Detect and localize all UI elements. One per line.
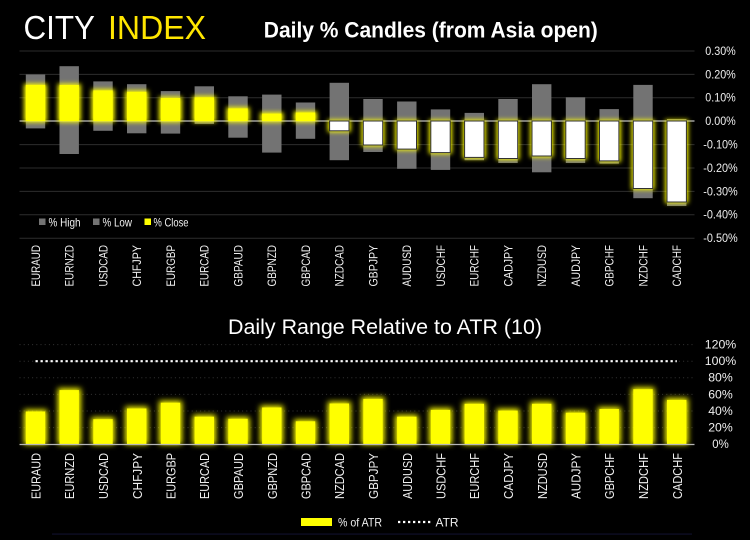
svg-text:120%: 120%	[705, 338, 737, 352]
svg-text:USDCAD: USDCAD	[96, 245, 110, 287]
svg-text:-0.30%: -0.30%	[703, 184, 738, 198]
svg-text:CITY: CITY	[24, 10, 96, 47]
svg-text:Daily % Candles (from Asia ope: Daily % Candles (from Asia open)	[264, 18, 598, 43]
svg-text:-0.50%: -0.50%	[703, 231, 738, 245]
svg-text:NZDCAD: NZDCAD	[332, 453, 347, 499]
svg-text:-0.40%: -0.40%	[703, 208, 738, 222]
svg-text:GBPJPY: GBPJPY	[366, 245, 380, 287]
svg-text:INDEX: INDEX	[108, 10, 206, 47]
svg-text:0.20%: 0.20%	[705, 67, 736, 81]
svg-text:0.30%: 0.30%	[705, 44, 736, 58]
svg-text:-0.20%: -0.20%	[703, 161, 738, 175]
svg-text:80%: 80%	[708, 371, 733, 385]
svg-text:CHFJPY: CHFJPY	[130, 453, 145, 499]
svg-text:GBPAUD: GBPAUD	[231, 245, 245, 287]
svg-text:CHFJPY: CHFJPY	[130, 245, 144, 287]
svg-text:EURAUD: EURAUD	[29, 453, 44, 499]
svg-text:EURAUD: EURAUD	[29, 245, 43, 287]
svg-text:NZDCHF: NZDCHF	[636, 453, 651, 499]
svg-text:AUDJPY: AUDJPY	[569, 453, 584, 499]
svg-text:CADJPY: CADJPY	[501, 245, 515, 287]
svg-text:AUDUSD: AUDUSD	[400, 245, 414, 287]
svg-text:60%: 60%	[708, 387, 733, 401]
svg-text:USDCAD: USDCAD	[96, 453, 111, 499]
svg-text:GBPCHF: GBPCHF	[602, 453, 617, 499]
svg-text:AUDJPY: AUDJPY	[569, 245, 583, 287]
svg-text:EURCAD: EURCAD	[197, 453, 212, 499]
svg-text:GBPJPY: GBPJPY	[366, 453, 381, 499]
svg-text:NZDUSD: NZDUSD	[535, 245, 549, 287]
svg-text:100%: 100%	[705, 354, 737, 368]
svg-text:GBPCAD: GBPCAD	[299, 245, 313, 287]
svg-text:AUDUSD: AUDUSD	[400, 453, 415, 499]
svg-text:EURGBP: EURGBP	[164, 245, 178, 287]
svg-text:USDCHF: USDCHF	[434, 245, 448, 287]
svg-text:GBPCHF: GBPCHF	[603, 245, 617, 287]
svg-text:Daily Range Relative to ATR (1: Daily Range Relative to ATR (10)	[228, 315, 542, 339]
svg-text:NZDCAD: NZDCAD	[333, 245, 347, 287]
svg-text:% Low: % Low	[103, 216, 133, 230]
svg-text:0.10%: 0.10%	[705, 91, 736, 105]
svg-text:EURCHF: EURCHF	[468, 245, 482, 287]
svg-text:GBPNZD: GBPNZD	[265, 245, 279, 287]
svg-text:NZDUSD: NZDUSD	[535, 453, 550, 499]
svg-text:EURNZD: EURNZD	[63, 245, 77, 287]
svg-text:CADCHF: CADCHF	[670, 453, 685, 499]
svg-text:0%: 0%	[712, 437, 729, 451]
svg-text:% High: % High	[49, 216, 81, 230]
svg-text:-0.10%: -0.10%	[703, 138, 738, 152]
svg-text:GBPAUD: GBPAUD	[231, 453, 246, 499]
svg-text:0.00%: 0.00%	[705, 114, 736, 128]
svg-text:20%: 20%	[708, 421, 733, 435]
svg-text:ATR: ATR	[436, 516, 459, 530]
svg-text:NZDCHF: NZDCHF	[636, 245, 650, 287]
svg-text:% of ATR: % of ATR	[338, 516, 382, 530]
svg-text:GBPCAD: GBPCAD	[299, 453, 314, 499]
svg-text:CADCHF: CADCHF	[670, 245, 684, 287]
svg-text:USDCHF: USDCHF	[434, 453, 449, 499]
svg-text:EURGBP: EURGBP	[164, 453, 179, 499]
svg-text:EURCHF: EURCHF	[467, 453, 482, 499]
svg-text:GBPNZD: GBPNZD	[265, 453, 280, 499]
svg-text:EURNZD: EURNZD	[62, 453, 77, 499]
svg-text:40%: 40%	[708, 404, 733, 418]
svg-text:CADJPY: CADJPY	[501, 453, 516, 499]
svg-text:EURCAD: EURCAD	[198, 245, 212, 287]
svg-text:% Close: % Close	[154, 216, 189, 230]
